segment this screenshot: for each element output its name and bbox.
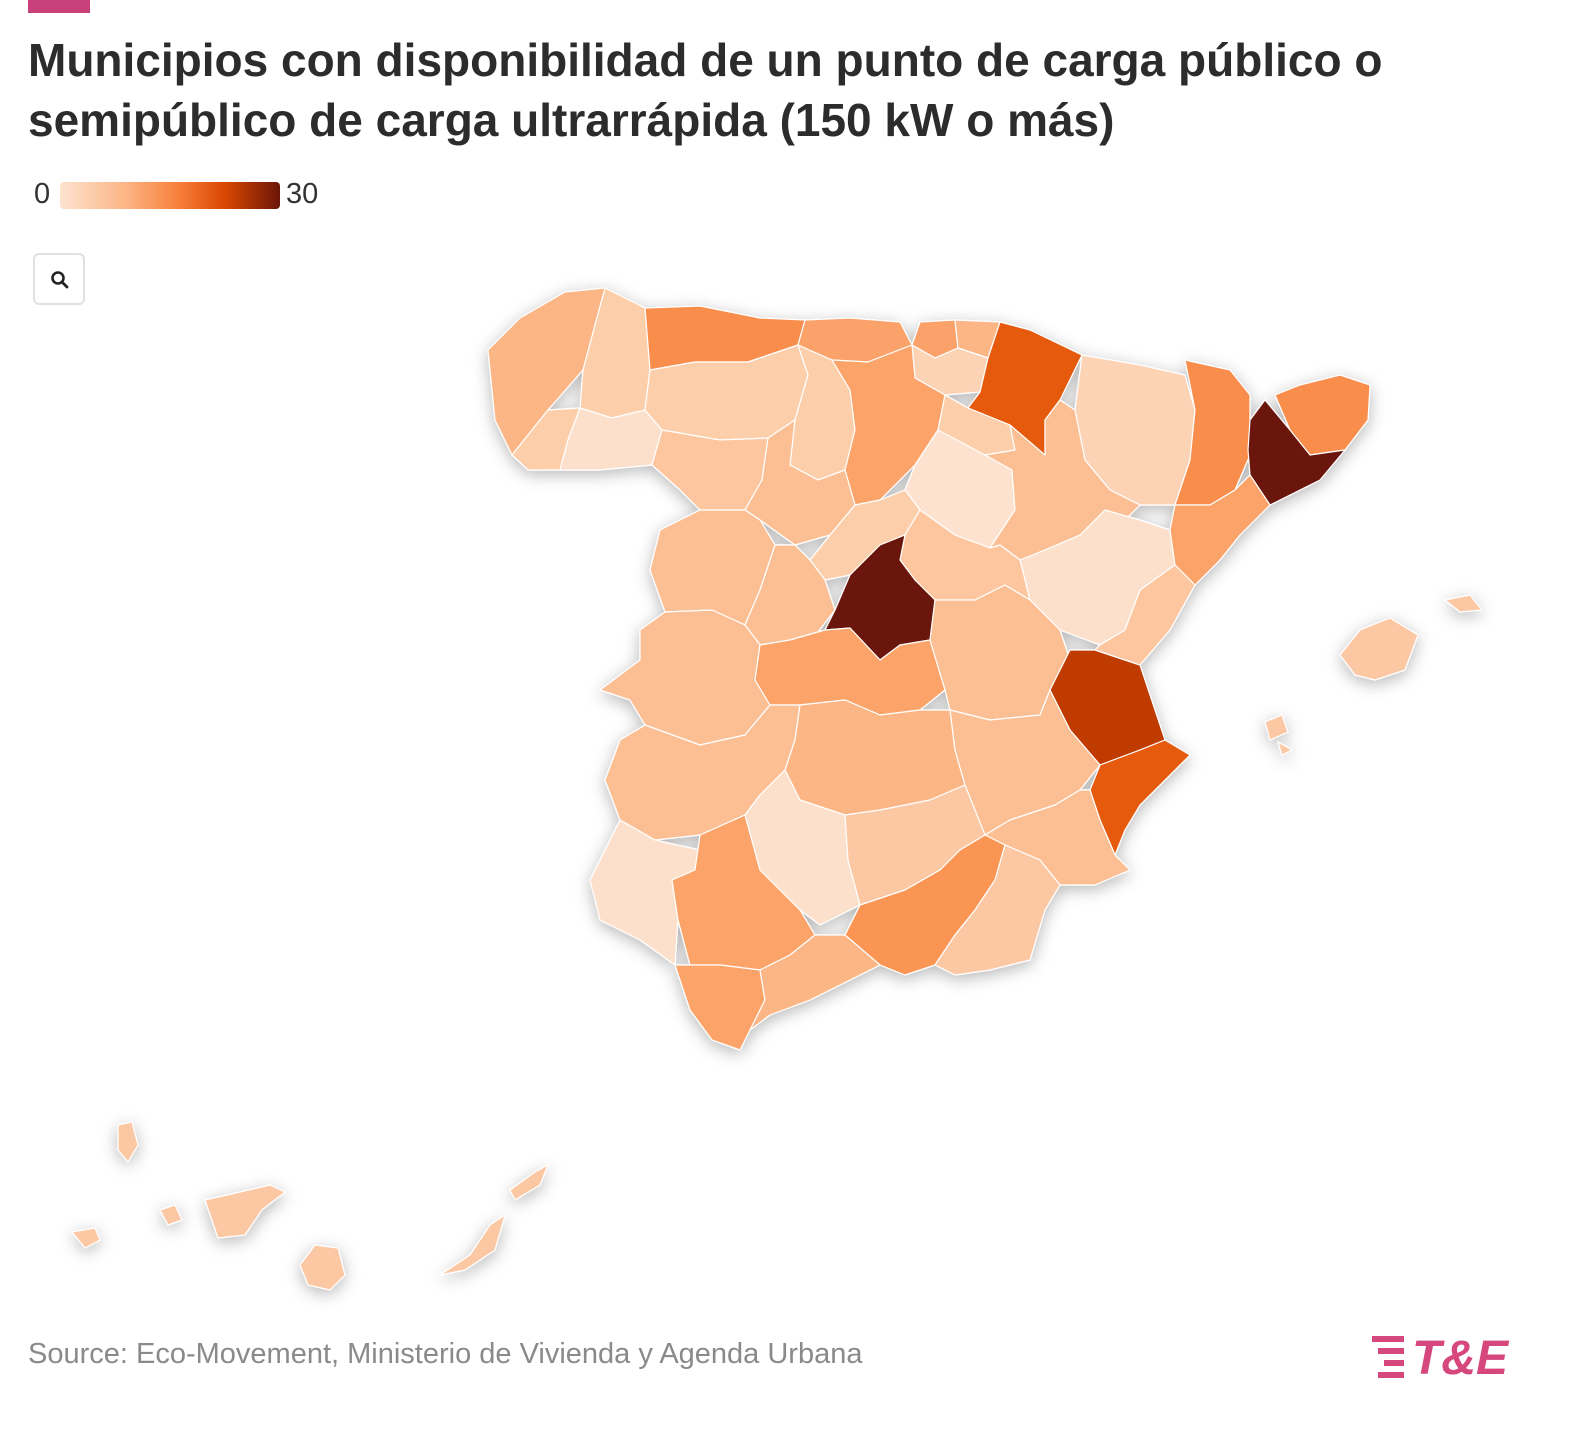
logo-mark: T&E [1372,1332,1510,1385]
province-baleares-ibiza[interactable] [1264,714,1293,756]
province-canarias-lanzarote[interactable] [509,1164,549,1201]
province-canarias-la-palma[interactable] [117,1121,139,1163]
province-cadiz[interactable] [674,964,766,1051]
legend-max-label: 30 [286,178,319,210]
zoom-search-button[interactable] [33,253,85,305]
province-canarias-tenerife[interactable] [204,1184,286,1239]
province-baleares-mallorca[interactable] [1339,617,1419,681]
province-canarias-gran-canaria[interactable] [299,1244,346,1291]
province-almeria[interactable] [934,844,1061,976]
province-canarias-el-hierro[interactable] [71,1227,101,1249]
legend-color-ramp [60,182,280,209]
chart-title: Municipios con disponibilidad de un punt… [28,34,1383,146]
province-huelva[interactable] [589,819,701,966]
province-castellon[interactable] [1094,564,1196,666]
accent-bar [28,0,90,13]
search-icon [51,271,69,289]
province-canarias-fuerteventura[interactable] [439,1214,506,1276]
province-zamora[interactable] [651,429,769,511]
province-canarias-la-gomera[interactable] [159,1204,183,1226]
legend-min-label: 0 [34,178,51,210]
province-caceres[interactable] [599,609,771,746]
province-baleares-menorca[interactable] [1444,594,1483,613]
province-malaga[interactable] [749,934,881,1031]
source-note: Source: Eco-Movement, Ministerio de Vivi… [28,1338,863,1370]
te-logo: T&E [1370,1326,1545,1385]
logo-text: T&E [1412,1332,1510,1382]
province-barcelona[interactable] [1247,399,1346,506]
province-tarragona[interactable] [1169,474,1271,586]
